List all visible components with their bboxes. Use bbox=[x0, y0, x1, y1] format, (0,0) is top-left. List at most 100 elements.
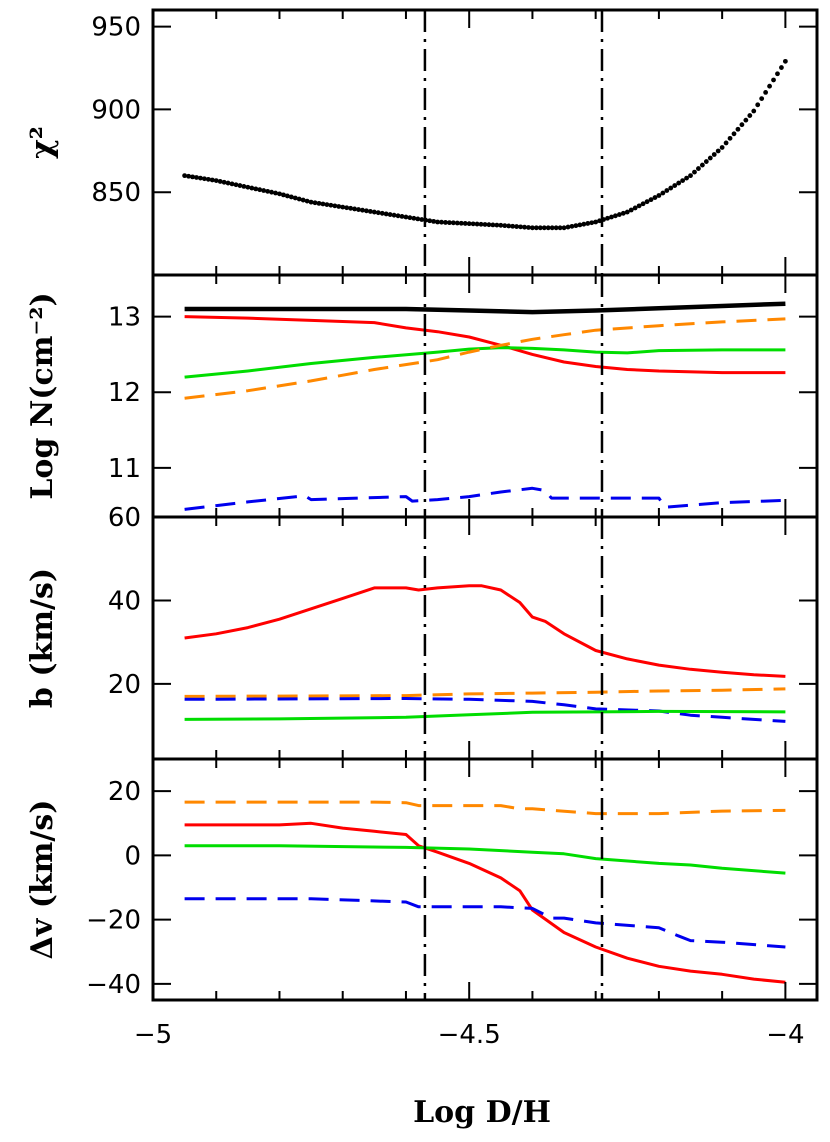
data-point-chi2 bbox=[779, 65, 784, 70]
data-point-chi2 bbox=[257, 187, 263, 193]
y-tick-label-logN: 12 bbox=[108, 378, 141, 408]
data-point-chi2 bbox=[198, 175, 203, 181]
data-point-chi2 bbox=[249, 185, 255, 191]
data-point-chi2 bbox=[711, 152, 717, 157]
data-point-chi2 bbox=[304, 198, 310, 204]
data-point-chi2 bbox=[364, 208, 369, 214]
data-point-chi2 bbox=[237, 183, 243, 188]
panel-chi2: 850 900 950 χ² bbox=[25, 8, 819, 277]
data-point-chi2 bbox=[767, 83, 772, 89]
panel-b: 20 40 60 b (km/s) bbox=[25, 503, 819, 761]
data-point-chi2 bbox=[494, 222, 500, 228]
y-tick-label-chi2: 950 bbox=[91, 13, 141, 43]
data-point-chi2 bbox=[288, 194, 294, 200]
data-point-chi2 bbox=[775, 71, 780, 77]
series-line-green-dv bbox=[184, 844, 786, 875]
series-line-orange-logN bbox=[184, 317, 786, 400]
series-line-blue-logN bbox=[184, 486, 786, 511]
y-axis-label-dv: Δv (km/s) bbox=[25, 800, 60, 960]
data-point-chi2 bbox=[447, 220, 452, 226]
data-point-chi2 bbox=[589, 220, 595, 226]
data-point-chi2 bbox=[585, 221, 591, 226]
data-point-chi2 bbox=[526, 225, 531, 230]
data-point-chi2 bbox=[296, 196, 302, 202]
data-point-chi2 bbox=[510, 223, 516, 229]
data-point-chi2 bbox=[190, 174, 195, 180]
data-point-chi2 bbox=[490, 222, 496, 228]
data-point-chi2 bbox=[739, 122, 745, 128]
data-point-chi2 bbox=[569, 223, 575, 229]
y-tick-label-b: 60 bbox=[108, 503, 141, 533]
data-point-chi2 bbox=[427, 218, 433, 224]
data-point-chi2 bbox=[320, 201, 326, 207]
data-point-chi2 bbox=[715, 148, 721, 154]
data-point-chi2 bbox=[545, 225, 551, 231]
y-tick-label-dv: −20 bbox=[86, 906, 141, 936]
data-point-chi2 bbox=[273, 190, 278, 196]
y-tick-label-b: 20 bbox=[108, 670, 141, 700]
data-point-chi2 bbox=[506, 223, 512, 229]
data-point-chi2 bbox=[348, 205, 354, 211]
data-point-chi2 bbox=[652, 195, 658, 200]
data-point-chi2 bbox=[565, 224, 571, 230]
data-point-chi2 bbox=[640, 201, 646, 207]
data-point-chi2 bbox=[577, 222, 583, 228]
data-point-chi2 bbox=[450, 220, 456, 226]
data-point-chi2 bbox=[735, 126, 741, 132]
data-point-chi2 bbox=[664, 188, 670, 193]
data-point-chi2 bbox=[620, 210, 626, 216]
data-point-chi2 bbox=[462, 221, 468, 226]
y-tick-label-logN: 13 bbox=[108, 303, 141, 333]
data-point-chi2 bbox=[466, 221, 472, 227]
x-axis-label: Log D/H bbox=[413, 1095, 551, 1130]
data-point-chi2 bbox=[340, 204, 346, 210]
data-point-chi2 bbox=[375, 210, 381, 216]
data-point-chi2 bbox=[458, 220, 464, 226]
data-point-chi2 bbox=[328, 202, 334, 208]
data-point-chi2 bbox=[719, 145, 725, 150]
data-point-chi2 bbox=[731, 131, 737, 137]
data-point-chi2 bbox=[755, 102, 761, 108]
data-point-chi2 bbox=[771, 77, 776, 83]
data-point-chi2 bbox=[518, 224, 523, 230]
data-point-chi2 bbox=[209, 177, 215, 183]
data-point-chi2 bbox=[308, 199, 314, 205]
data-point-chi2 bbox=[699, 162, 705, 168]
data-point-chi2 bbox=[261, 188, 267, 193]
data-point-chi2 bbox=[573, 223, 579, 229]
data-point-chi2 bbox=[703, 159, 709, 164]
series-line-green-b bbox=[184, 709, 786, 721]
data-point-chi2 bbox=[478, 221, 484, 227]
data-point-chi2 bbox=[522, 224, 527, 230]
series-line-orange-dv bbox=[184, 800, 786, 816]
data-point-chi2 bbox=[668, 185, 674, 191]
data-point-chi2 bbox=[632, 205, 638, 211]
y-axis-label-chi2: χ² bbox=[25, 126, 60, 159]
data-point-chi2 bbox=[616, 212, 622, 217]
data-point-chi2 bbox=[609, 214, 614, 220]
plot-area: 850 900 950 χ² 11 12 13 Log N(cm⁻²) 20 40 60 b (km/… bbox=[25, 8, 819, 1050]
data-point-chi2 bbox=[411, 215, 417, 221]
data-point-chi2 bbox=[391, 212, 397, 218]
x-tick-label: −4.5 bbox=[438, 1020, 501, 1050]
data-point-chi2 bbox=[644, 199, 650, 205]
data-point-chi2 bbox=[747, 113, 753, 118]
y-axis-label-b: b (km/s) bbox=[25, 568, 60, 708]
series-line-red-logN bbox=[184, 315, 786, 375]
data-point-chi2 bbox=[782, 58, 788, 64]
data-point-chi2 bbox=[561, 225, 567, 231]
data-point-chi2 bbox=[356, 207, 361, 212]
data-point-chi2 bbox=[312, 200, 318, 206]
data-point-chi2 bbox=[395, 213, 401, 219]
data-point-chi2 bbox=[217, 179, 223, 184]
y-tick-label-logN: 11 bbox=[108, 454, 141, 484]
panel-frame-b bbox=[151, 515, 819, 761]
series-group-logN bbox=[184, 301, 786, 511]
series-group-chi2 bbox=[182, 58, 788, 231]
data-point-chi2 bbox=[743, 117, 749, 123]
y-tick-label-dv: 20 bbox=[108, 777, 141, 807]
data-point-chi2 bbox=[324, 202, 330, 208]
data-point-chi2 bbox=[233, 182, 239, 188]
data-point-chi2 bbox=[660, 190, 666, 196]
data-point-chi2 bbox=[225, 180, 231, 186]
